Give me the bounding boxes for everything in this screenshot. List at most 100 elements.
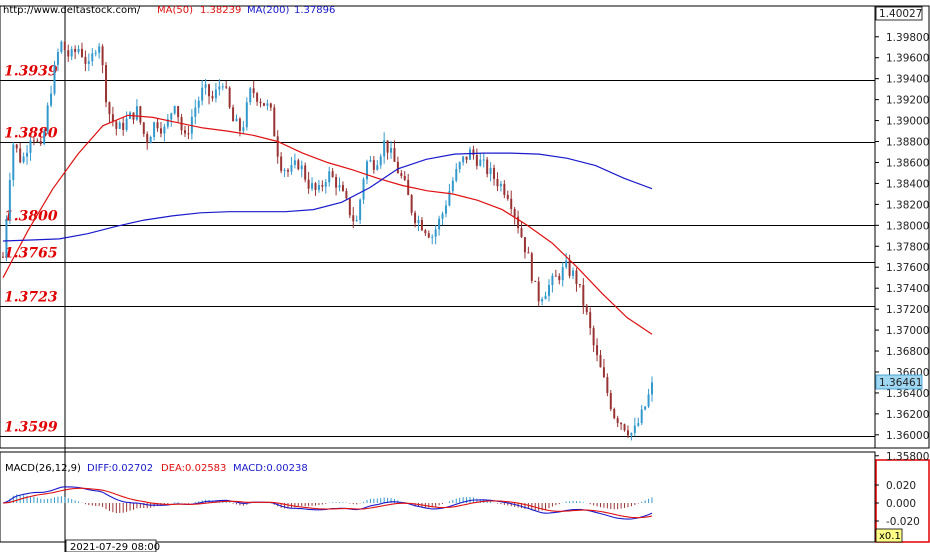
candle-body [379, 156, 382, 166]
candle-body [259, 101, 262, 104]
macd-dea-line [2, 487, 653, 519]
candle-body [602, 367, 605, 378]
macd-tick-label: -0.020 [886, 516, 920, 528]
candle-body [201, 87, 204, 101]
candle-body [585, 305, 588, 313]
candle-body [527, 252, 530, 254]
candle-body [554, 275, 557, 277]
candle-body [582, 285, 585, 306]
candle-body [283, 170, 286, 172]
candle-body [493, 167, 496, 179]
candle-body [596, 345, 599, 356]
candle-body [434, 229, 437, 237]
price-tick-label: 1.39600 [886, 53, 929, 65]
candle-body [568, 260, 571, 276]
candle-body [431, 236, 434, 238]
candle-body [139, 106, 142, 123]
candle-body [177, 106, 180, 118]
candle-body [225, 86, 228, 88]
candle-body [74, 49, 77, 52]
candle-body [94, 52, 97, 54]
candle-body [218, 86, 221, 90]
ma200-label: MA(200) [247, 5, 289, 16]
candle-body [238, 118, 241, 131]
candle-body [29, 140, 32, 153]
candle-body [345, 191, 348, 199]
candle-body [50, 93, 53, 106]
candle-body [314, 183, 317, 190]
candle-body [606, 377, 609, 394]
candle-body [122, 122, 125, 130]
candle-body [297, 160, 300, 170]
candle-body [640, 409, 643, 424]
candle-body [87, 61, 90, 64]
candle-body [60, 41, 63, 52]
price-tick-label: 1.38200 [886, 199, 929, 211]
candle-body [616, 418, 619, 423]
candle-body [575, 270, 578, 285]
current-price-label: 1.36461 [879, 377, 922, 389]
candle-body [321, 185, 324, 187]
candle-body [506, 194, 509, 199]
candle-body [118, 122, 121, 129]
top-price-box [875, 6, 923, 21]
candle-body [266, 103, 269, 106]
candle-body [534, 280, 537, 282]
candle-body [599, 355, 602, 368]
price-tick-label: 1.36400 [886, 388, 929, 400]
candle-body [365, 161, 368, 180]
candle-body [36, 140, 39, 142]
candle-body [70, 49, 73, 57]
candle-body [589, 312, 592, 329]
candle-body [328, 171, 331, 183]
candle-body [523, 237, 526, 253]
price-tick-label: 1.38000 [886, 220, 929, 232]
macd-axis-frame [875, 459, 930, 543]
price-tick-label: 1.35800 [886, 451, 929, 463]
candle-body [311, 183, 314, 189]
macd-value: MACD:0.00238 [233, 463, 308, 474]
candle-body [376, 165, 379, 170]
zoom-label: x0.1 [879, 531, 901, 542]
candle-body [214, 89, 217, 99]
candle-body [359, 199, 362, 220]
watermark-url: http://www.deltastock.com/ [3, 5, 141, 16]
ma50-line [2, 114, 653, 335]
candle-body [547, 285, 550, 296]
top-price-label: 1.40027 [879, 8, 922, 20]
candle-body [410, 195, 413, 213]
candle-body [146, 133, 149, 144]
candle-body [19, 148, 22, 163]
candle-body [101, 46, 104, 66]
candle-body [280, 156, 283, 171]
candle-body [424, 230, 427, 234]
candle-body [537, 281, 540, 302]
candle-body [530, 253, 533, 281]
candle-body [26, 152, 29, 157]
price-tick-label: 1.39200 [886, 95, 929, 107]
candle-body [544, 295, 547, 300]
candle-body [153, 122, 156, 137]
candle-body [183, 130, 186, 134]
candle-body [626, 430, 629, 436]
candle-body [242, 127, 245, 131]
price-tick-label: 1.37800 [886, 241, 929, 253]
candle-body [499, 183, 502, 187]
candle-body [43, 131, 46, 144]
ma200-line [2, 152, 653, 242]
candle-body [609, 393, 612, 410]
zoom-button[interactable] [875, 528, 903, 543]
candle-body [204, 84, 207, 88]
candle-body [290, 164, 293, 172]
price-tick-label: 1.37600 [886, 262, 929, 274]
level-label: 1.3723 [4, 290, 58, 306]
candle-body [8, 180, 11, 220]
candle-body [647, 394, 650, 407]
candle-body [558, 276, 561, 281]
candle-body [46, 105, 49, 132]
candle-body [293, 160, 296, 165]
candle-body [262, 103, 265, 106]
candle-body [341, 185, 344, 192]
price-tick-label: 1.38600 [886, 157, 929, 169]
